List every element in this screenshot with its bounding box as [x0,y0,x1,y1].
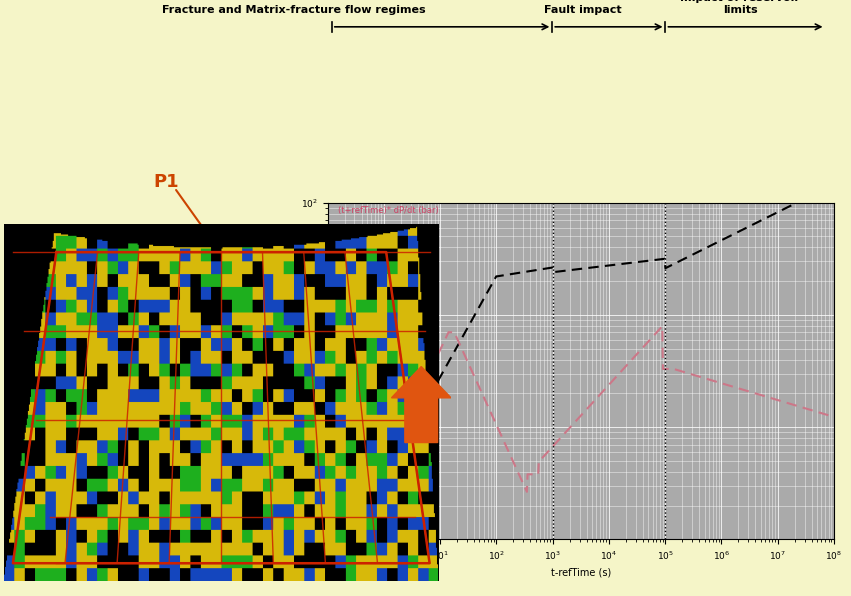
Y-axis label: P* - P(refTime) (bar): P* - P(refTime) (bar) [280,322,290,420]
X-axis label: t-refTime (s): t-refTime (s) [551,567,611,577]
Text: P* - P(refTime) (bar): P* - P(refTime) (bar) [338,233,422,242]
Text: P1: P1 [153,173,179,191]
Text: Fracture and Matrix-fracture flow regimes: Fracture and Matrix-fracture flow regime… [162,5,426,15]
Text: Impact of reservoir
limits: Impact of reservoir limits [681,0,800,15]
FancyArrow shape [391,367,451,442]
Text: (t+refTime)* dP/dt (bar): (t+refTime)* dP/dt (bar) [338,206,438,215]
Text: Fault impact: Fault impact [544,5,622,15]
